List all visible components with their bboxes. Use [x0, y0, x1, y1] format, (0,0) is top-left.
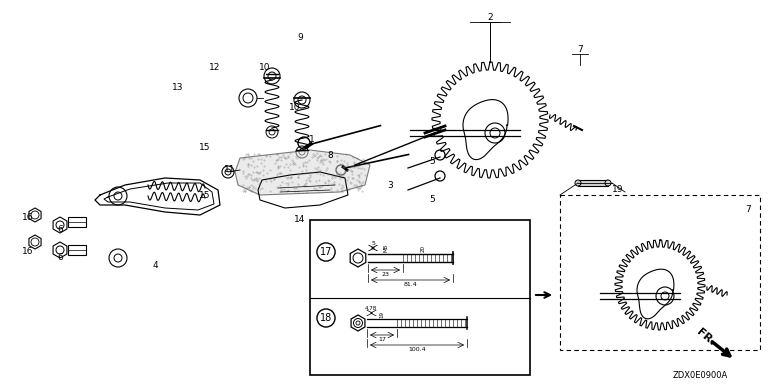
- Circle shape: [605, 180, 611, 186]
- Text: 14: 14: [294, 215, 306, 225]
- Bar: [68, 217, 86, 227]
- Text: FR.: FR.: [695, 326, 717, 348]
- Text: 11: 11: [224, 166, 236, 174]
- Text: 81.4: 81.4: [403, 282, 417, 287]
- Text: 100.4: 100.4: [408, 347, 425, 352]
- Text: 23: 23: [381, 272, 389, 277]
- Text: 10: 10: [290, 104, 301, 113]
- Text: 16: 16: [22, 248, 34, 257]
- Text: 3: 3: [387, 180, 393, 189]
- Text: 19: 19: [612, 185, 624, 195]
- Text: 12: 12: [210, 63, 220, 73]
- Polygon shape: [235, 150, 370, 195]
- Text: 18: 18: [320, 313, 332, 323]
- Bar: [560, 195, 760, 350]
- Text: 4.78: 4.78: [365, 306, 377, 311]
- Text: 20: 20: [421, 245, 425, 252]
- Text: 10: 10: [260, 63, 271, 73]
- Text: 2: 2: [487, 13, 493, 23]
- Text: M8: M8: [383, 244, 389, 252]
- Text: 16: 16: [22, 214, 34, 222]
- Text: 6: 6: [57, 253, 63, 263]
- Text: 5: 5: [429, 195, 435, 205]
- Text: 5: 5: [429, 157, 435, 167]
- Text: 7: 7: [577, 45, 583, 55]
- Text: ZDX0E0900A: ZDX0E0900A: [672, 371, 727, 379]
- Text: 1: 1: [310, 136, 315, 144]
- Text: 5: 5: [371, 241, 375, 246]
- Text: 7: 7: [745, 205, 751, 214]
- Circle shape: [575, 180, 581, 186]
- Text: 4: 4: [152, 260, 157, 270]
- Text: 15: 15: [199, 190, 210, 200]
- Bar: [310, 220, 530, 375]
- Text: 19: 19: [379, 311, 385, 318]
- Text: 13: 13: [172, 83, 184, 93]
- Text: 17: 17: [319, 247, 333, 257]
- Bar: [578, 180, 608, 186]
- Text: 9: 9: [297, 33, 303, 43]
- Text: 17: 17: [378, 337, 386, 342]
- Text: 6: 6: [57, 225, 63, 235]
- Bar: [68, 245, 86, 255]
- Text: 8: 8: [327, 151, 333, 159]
- Text: 15: 15: [199, 144, 210, 152]
